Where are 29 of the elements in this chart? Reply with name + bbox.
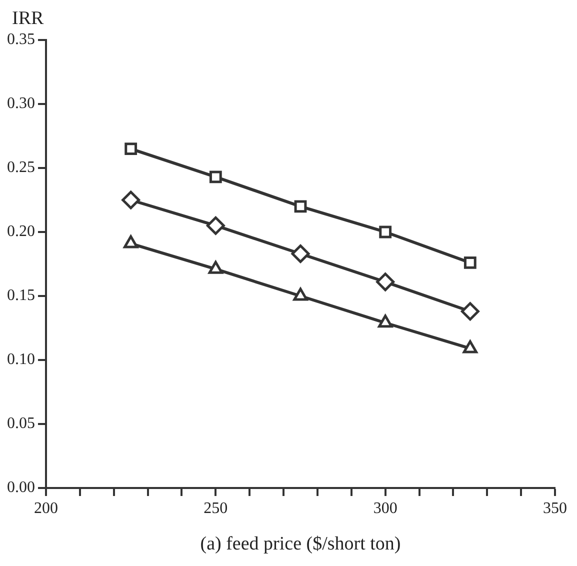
y-tick-label: 0.05	[7, 415, 35, 432]
point	[122, 190, 140, 210]
point	[293, 288, 308, 301]
point	[379, 226, 392, 238]
point	[209, 170, 222, 184]
y-tick-label: 0.35	[7, 31, 35, 48]
point	[124, 142, 138, 155]
y-tick-label: 0.20	[7, 223, 35, 240]
point	[460, 302, 480, 321]
point	[124, 235, 138, 248]
x-tick-label: 200	[34, 500, 58, 517]
x-tick-label: 300	[373, 500, 398, 517]
point	[376, 272, 395, 292]
point	[294, 200, 307, 213]
y-tick-label: 0.25	[7, 159, 35, 176]
point	[464, 256, 476, 269]
point	[291, 244, 310, 264]
y-tick-label: 0.15	[7, 287, 35, 304]
x-axis-title: (a) feed price ($/short ton)	[200, 534, 401, 555]
y-tick-label: 0.10	[7, 351, 35, 368]
point	[206, 216, 225, 235]
point	[208, 260, 223, 274]
x-tick-label: 250	[204, 500, 228, 517]
point	[462, 340, 478, 354]
point	[378, 314, 393, 328]
y-tick-label: 0.30	[7, 95, 35, 112]
y-tick-label: 0.00	[7, 479, 35, 496]
x-tick-label: 350	[543, 500, 567, 517]
y-axis-title: IRR	[12, 8, 44, 30]
